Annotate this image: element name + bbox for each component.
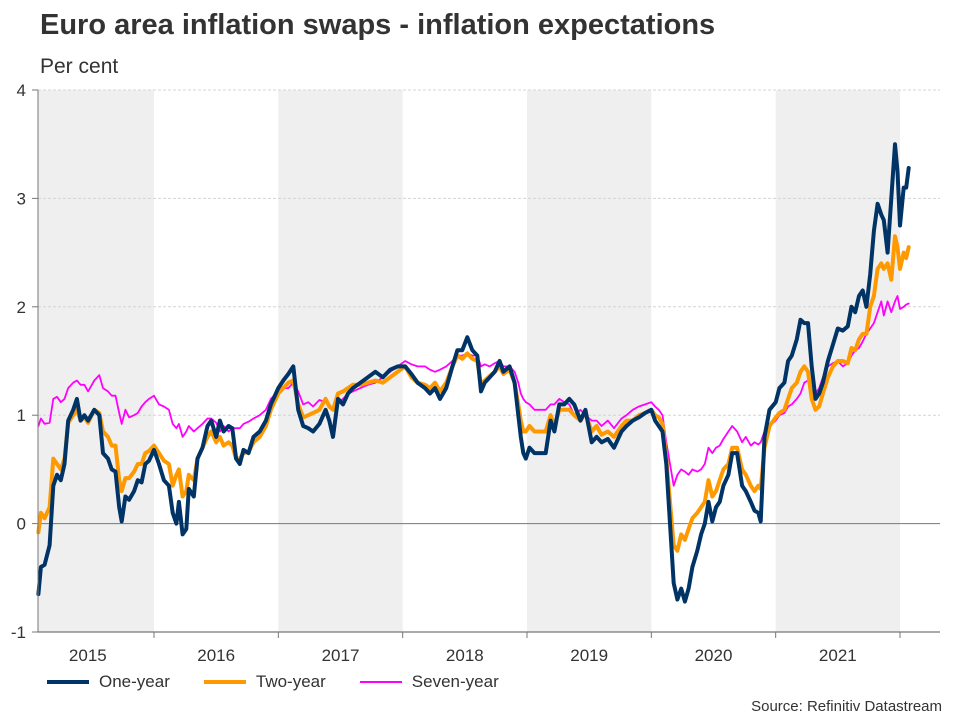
y-tick-label: 0 (17, 515, 26, 534)
shaded-year-band (278, 90, 403, 632)
legend-swatch-two-year (203, 680, 246, 684)
x-tick-label: 2016 (197, 646, 235, 665)
legend-item-two-year: Two-year (203, 672, 326, 692)
y-tick-label: 3 (17, 189, 26, 208)
legend: One-year Two-year Seven-year (47, 672, 533, 692)
chart-subtitle: Per cent (40, 55, 119, 78)
x-tick-label: 2017 (322, 646, 360, 665)
chart-title: Euro area inflation swaps - inflation ex… (40, 9, 716, 41)
x-tick-label: 2020 (695, 646, 733, 665)
legend-label-seven-year: Seven-year (411, 672, 499, 691)
series-line-one-year (36, 142, 911, 604)
legend-swatch-seven-year (359, 681, 402, 683)
y-tick-label: -1 (11, 623, 26, 642)
legend-item-one-year: One-year (47, 672, 170, 692)
legend-item-seven-year: Seven-year (359, 672, 499, 692)
source-note: Source: Refinitiv Datastream (751, 698, 942, 715)
shaded-year-band (527, 90, 652, 632)
shaded-year-band (38, 90, 155, 632)
x-tick-label: 2019 (570, 646, 608, 665)
x-tick-label: 2018 (446, 646, 484, 665)
x-tick-label: 2021 (819, 646, 857, 665)
legend-swatch-one-year (47, 680, 89, 684)
y-tick-label: 4 (17, 81, 26, 100)
y-tick-label: 1 (17, 406, 26, 425)
x-tick-label: 2015 (69, 646, 107, 665)
legend-label-one-year: One-year (99, 672, 170, 691)
y-tick-label: 2 (17, 298, 26, 317)
legend-label-two-year: Two-year (255, 672, 326, 691)
